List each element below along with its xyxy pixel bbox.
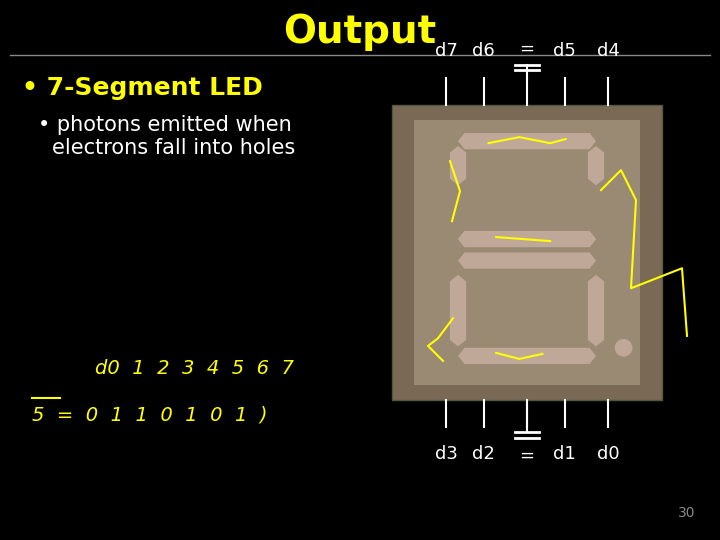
Text: d5: d5: [554, 42, 576, 60]
Text: d0  1  2  3  4  5  6  7: d0 1 2 3 4 5 6 7: [95, 359, 294, 377]
FancyBboxPatch shape: [413, 120, 640, 385]
FancyBboxPatch shape: [392, 105, 662, 400]
Text: 30: 30: [678, 506, 695, 520]
Polygon shape: [458, 253, 596, 269]
Polygon shape: [588, 275, 604, 346]
Text: =: =: [520, 40, 534, 58]
Text: d4: d4: [597, 42, 619, 60]
Text: d3: d3: [435, 445, 457, 463]
Polygon shape: [458, 133, 596, 149]
Text: • 7-Segment LED: • 7-Segment LED: [22, 76, 263, 100]
Polygon shape: [588, 146, 604, 185]
Text: d1: d1: [554, 445, 576, 463]
Text: d0: d0: [597, 445, 619, 463]
Text: 5  =  0  1  1  0  1  0  1  ): 5 = 0 1 1 0 1 0 1 ): [32, 406, 268, 424]
Text: =: =: [520, 447, 534, 465]
Text: • photons emitted when: • photons emitted when: [38, 115, 292, 135]
Text: d6: d6: [472, 42, 495, 60]
Text: d2: d2: [472, 445, 495, 463]
Polygon shape: [458, 231, 596, 247]
Polygon shape: [450, 275, 466, 346]
Circle shape: [616, 340, 631, 356]
Text: Output: Output: [284, 13, 436, 51]
Text: d7: d7: [435, 42, 457, 60]
Polygon shape: [450, 146, 466, 185]
Text: electrons fall into holes: electrons fall into holes: [52, 138, 295, 158]
Polygon shape: [458, 348, 596, 364]
Polygon shape: [458, 232, 596, 246]
